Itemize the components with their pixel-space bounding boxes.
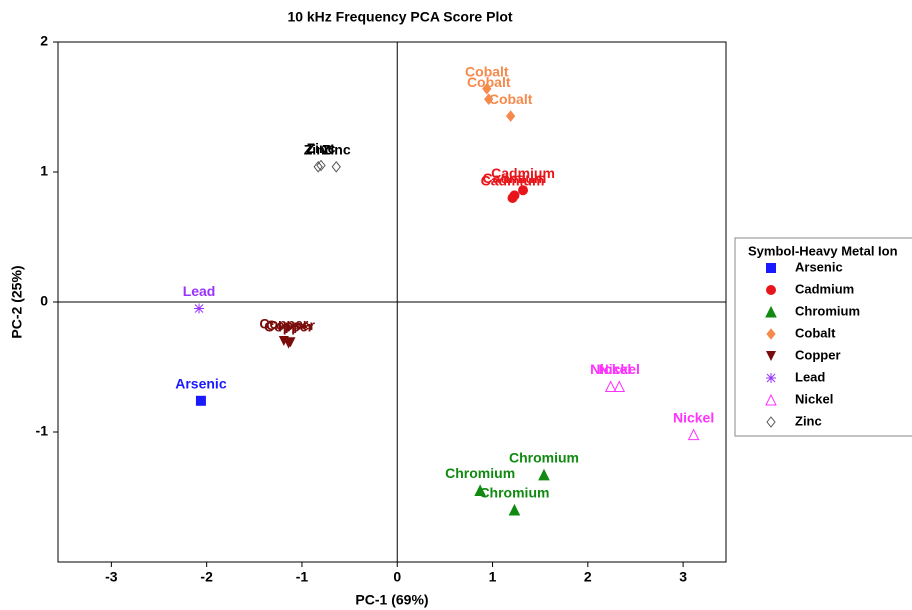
point-label: Chromium xyxy=(445,465,515,481)
point xyxy=(518,185,529,196)
y-tick-label: 0 xyxy=(40,293,48,309)
legend-label: Cadmium xyxy=(795,281,854,296)
point xyxy=(474,484,486,496)
point xyxy=(538,468,550,481)
x-tick-label: 3 xyxy=(679,569,687,585)
point xyxy=(687,428,700,441)
point-label: Chromium xyxy=(509,450,579,466)
x-tick-label: 1 xyxy=(489,569,497,585)
point xyxy=(316,159,326,172)
legend-label: Copper xyxy=(795,347,841,362)
point xyxy=(195,395,206,406)
chart-title: 10 kHz Frequency PCA Score Plot xyxy=(287,9,512,25)
point xyxy=(505,110,516,122)
point-label: Copper xyxy=(264,318,314,334)
legend-marker xyxy=(766,351,776,361)
legend-marker xyxy=(766,416,776,428)
legend-label: Arsenic xyxy=(795,259,843,274)
x-tick-label: 0 xyxy=(393,569,401,585)
point-label: Nickel xyxy=(673,409,714,425)
legend-marker xyxy=(765,393,777,406)
x-tick-label: -3 xyxy=(105,569,118,585)
point-label: Arsenic xyxy=(175,376,227,392)
point-label: Zinc xyxy=(304,142,333,158)
point-label: Copper xyxy=(266,317,316,333)
legend-marker xyxy=(766,373,776,383)
point xyxy=(285,337,296,348)
point-label: Chromium xyxy=(479,485,549,501)
point-label: Cobalt xyxy=(489,91,533,107)
legend-marker xyxy=(765,305,777,318)
point xyxy=(508,503,521,516)
legend-marker xyxy=(766,328,776,340)
point-label: Copper xyxy=(259,316,309,332)
point-label: Cadmium xyxy=(491,165,555,181)
point xyxy=(613,380,626,392)
legend-marker xyxy=(766,285,776,295)
point xyxy=(604,380,617,392)
point xyxy=(331,160,341,173)
point-label: Cadmium xyxy=(483,170,547,186)
legend-box xyxy=(734,237,912,437)
legend-marker xyxy=(766,263,776,273)
y-tick-label: -1 xyxy=(36,423,49,439)
point-label: Nickel xyxy=(599,361,640,377)
point-label: Zinc xyxy=(307,140,336,156)
y-tick-label: 1 xyxy=(40,163,48,179)
x-tick-label: -1 xyxy=(296,569,309,585)
legend-label: Chromium xyxy=(795,303,860,318)
point-label: Cobalt xyxy=(465,64,509,80)
legend-label: Lead xyxy=(795,369,825,384)
point xyxy=(484,93,494,106)
point-label: Cobalt xyxy=(467,74,511,90)
point-label: Zinc xyxy=(322,142,351,158)
legend-label: Zinc xyxy=(795,413,822,428)
x-tick-label: -2 xyxy=(200,569,213,585)
x-axis-label: PC-1 (69%) xyxy=(355,592,428,608)
point xyxy=(509,190,520,201)
point xyxy=(482,82,492,95)
legend-label: Nickel xyxy=(795,391,833,406)
point-label: Nickel xyxy=(590,361,631,377)
y-tick-label: 2 xyxy=(40,33,48,49)
x-tick-label: 2 xyxy=(584,569,592,585)
y-axis-label: PC-2 (25%) xyxy=(9,265,25,338)
point-label: Cadmium xyxy=(481,173,545,189)
point xyxy=(194,303,205,314)
point xyxy=(313,160,323,173)
legend-label: Cobalt xyxy=(795,325,836,340)
legend-title: Symbol-Heavy Metal Ion xyxy=(748,243,898,258)
point-label: Lead xyxy=(183,283,216,299)
